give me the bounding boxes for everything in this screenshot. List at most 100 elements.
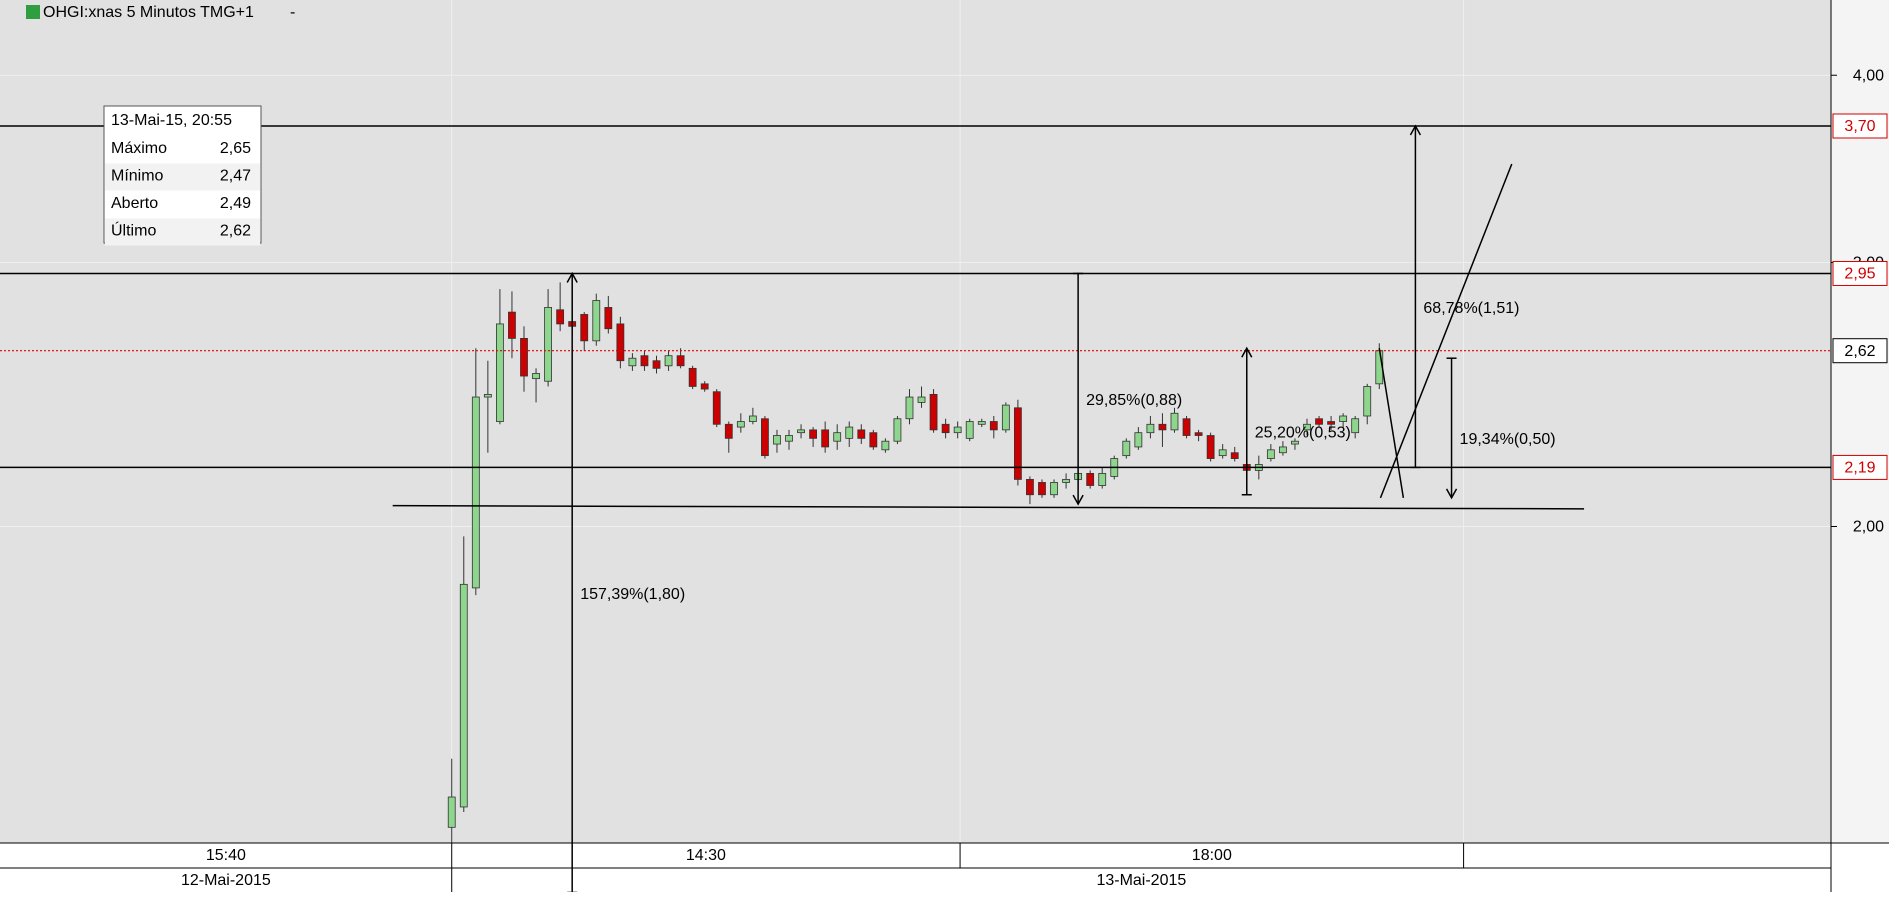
price-label: 2,62 (1844, 343, 1875, 360)
price-box (1832, 454, 1888, 480)
candle-body (1170, 412, 1179, 431)
axis-background (1831, 0, 1889, 843)
candle-body (821, 429, 830, 448)
plot-background (0, 0, 1831, 843)
chart-title[interactable]: OHGI:xnas 5 Minutos TMG+1 (43, 4, 254, 21)
measure-arrow (566, 271, 578, 283)
price-label: 3,70 (1844, 118, 1875, 135)
candle-body (761, 418, 769, 457)
y-tick-label: 2,00 (1853, 519, 1884, 536)
measure-label: 29,85%(0,88) (1086, 392, 1182, 409)
candle-body (1098, 472, 1107, 486)
candle-body (1050, 482, 1058, 496)
candle-body (833, 432, 842, 442)
candle-body (1303, 423, 1311, 431)
tooltip-label: Máximo (111, 140, 167, 157)
candle-body (1351, 418, 1360, 434)
candle-body (496, 323, 504, 422)
y-tick-label: 4,00 (1853, 67, 1884, 84)
trend-line (1378, 348, 1405, 498)
tooltip-label: Aberto (111, 195, 158, 212)
tooltip-value: 2,62 (220, 223, 251, 240)
candle-body (1062, 479, 1070, 483)
price-box (1832, 338, 1888, 364)
measure-label: 157,39%(1,80) (580, 586, 685, 603)
candle-body (604, 307, 613, 330)
candle-body (1194, 432, 1203, 436)
tooltip-title: 13-Mai-15, 20:55 (111, 112, 232, 129)
candle-body (941, 423, 950, 434)
candle-body (1218, 449, 1227, 457)
candle-body (544, 307, 552, 382)
measure-label: 25,20%(0,53) (1255, 425, 1351, 442)
candle-body (905, 396, 914, 420)
measure-arrow (1445, 488, 1458, 500)
candle-body (1363, 386, 1372, 417)
candle-body (965, 421, 974, 439)
candle-body (556, 309, 565, 325)
candle-body (471, 396, 480, 589)
tooltip-row-band (105, 218, 260, 246)
candle-body (508, 311, 516, 339)
candle-body (1038, 482, 1046, 496)
candle-body (869, 432, 878, 448)
tooltip: 13-Mai-15, 20:55 Máximo 2,65 Mínimo 2,47 Aber… (103, 105, 262, 246)
candle-body (1001, 404, 1010, 431)
candle-body (1230, 452, 1239, 459)
price-box (1832, 260, 1888, 286)
tooltip-row-band (105, 163, 260, 191)
candle-body (748, 415, 757, 422)
candle-body (652, 360, 661, 369)
candle-body (1327, 421, 1335, 425)
tooltip-value: 2,65 (220, 140, 251, 157)
candle-body (592, 300, 601, 342)
candle-body (929, 393, 938, 431)
price-label: 2,19 (1844, 460, 1875, 477)
tooltip-value: 2,47 (220, 168, 251, 185)
measure-label: 68,78%(1,51) (1423, 300, 1519, 317)
candle-body (664, 355, 673, 367)
candle-body (628, 357, 637, 367)
candle-body (1146, 423, 1155, 434)
candle-body (688, 367, 697, 387)
candle-body (893, 418, 902, 442)
x-tick-label: 15:40 (206, 847, 246, 864)
candle-body (977, 421, 986, 425)
candle-body (845, 426, 854, 439)
price-box (1832, 113, 1888, 139)
candle-body (483, 393, 492, 398)
measure-arrow (1241, 346, 1253, 358)
dropdown-caret[interactable]: - (290, 4, 295, 21)
candle-body (1134, 432, 1143, 448)
candle-body (1158, 423, 1167, 431)
candle-body (1182, 418, 1191, 436)
candle-body (700, 383, 709, 390)
measure-label: 19,34%(0,50) (1460, 431, 1556, 448)
candle-body (724, 423, 733, 439)
candle-body (712, 391, 721, 425)
candle-body (1339, 415, 1348, 422)
candle-body (1315, 418, 1323, 425)
candle-body (1206, 435, 1215, 459)
candle-body (857, 429, 866, 439)
candle-body (1013, 407, 1022, 480)
candle-body (447, 796, 456, 828)
candle-body (580, 314, 589, 342)
date-label: 13-Mai-2015 (1096, 872, 1186, 889)
candle-body (1026, 479, 1034, 496)
price-label: 2,95 (1844, 266, 1875, 283)
candle-body (520, 337, 528, 377)
candle-body (640, 355, 649, 367)
candle-body (1086, 472, 1095, 486)
date-label: 12-Mai-2015 (181, 872, 271, 889)
candle-body (881, 440, 890, 451)
candle-body (676, 355, 685, 367)
trend-line (392, 504, 1585, 510)
x-tick-label: 14:30 (686, 847, 726, 864)
measure-arrow (1072, 494, 1084, 506)
tooltip-value: 2,49 (220, 195, 251, 212)
symbol-icon (26, 5, 40, 19)
candle-body (989, 421, 998, 431)
